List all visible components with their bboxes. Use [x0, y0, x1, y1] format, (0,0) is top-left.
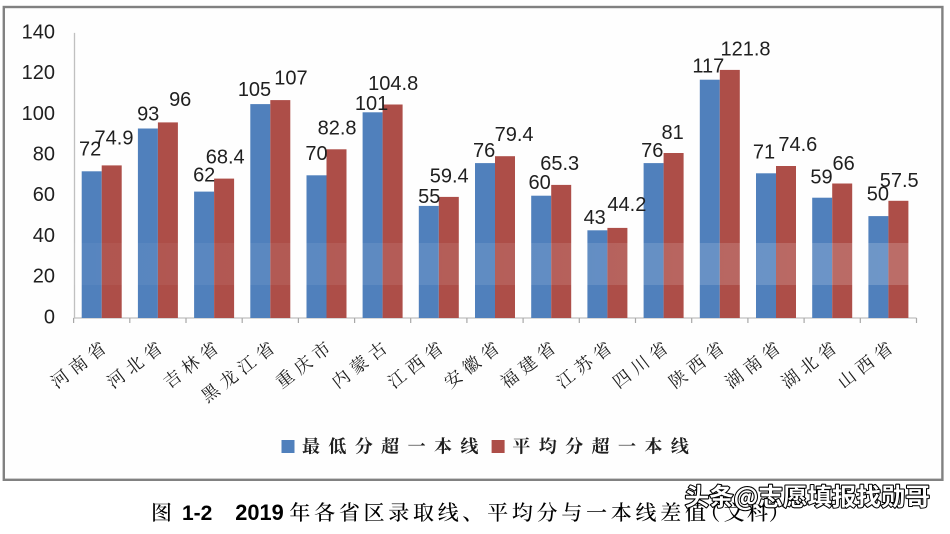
svg-text:79.4: 79.4 [495, 124, 534, 146]
svg-text:82.8: 82.8 [318, 118, 357, 140]
svg-text:74.9: 74.9 [95, 128, 134, 150]
svg-text:76: 76 [641, 140, 663, 162]
svg-text:120: 120 [22, 62, 55, 84]
svg-text:50: 50 [867, 184, 889, 206]
svg-text:71: 71 [753, 142, 775, 164]
svg-text:68.4: 68.4 [206, 147, 245, 169]
svg-text:76: 76 [473, 140, 495, 162]
svg-text:66: 66 [832, 153, 854, 175]
svg-text:81: 81 [661, 122, 683, 144]
svg-text:59: 59 [810, 167, 832, 189]
svg-text:121.8: 121.8 [720, 39, 770, 61]
svg-text:140: 140 [22, 21, 55, 43]
svg-text:60: 60 [33, 184, 55, 206]
svg-text:105: 105 [238, 79, 271, 101]
svg-text:93: 93 [137, 104, 159, 126]
svg-text:80: 80 [33, 144, 55, 166]
svg-text:74.6: 74.6 [778, 134, 817, 156]
svg-text:101: 101 [355, 93, 388, 115]
svg-text:107: 107 [274, 68, 307, 90]
svg-text:59.4: 59.4 [430, 166, 469, 188]
svg-text:62: 62 [193, 164, 215, 186]
svg-text:1-2: 1-2 [182, 502, 212, 525]
svg-text:43: 43 [584, 207, 606, 229]
svg-text:70: 70 [305, 143, 327, 165]
svg-text:60: 60 [528, 172, 550, 194]
svg-text:117: 117 [692, 56, 724, 78]
svg-text:20: 20 [33, 266, 55, 288]
svg-text:2019: 2019 [235, 500, 283, 525]
svg-text:44.2: 44.2 [607, 194, 646, 216]
svg-text:104.8: 104.8 [368, 73, 418, 95]
svg-text:57.5: 57.5 [880, 170, 919, 192]
svg-text:96: 96 [169, 89, 191, 111]
svg-text:40: 40 [33, 225, 55, 247]
svg-text:55: 55 [418, 186, 440, 208]
svg-text:100: 100 [22, 103, 55, 125]
svg-text:0: 0 [44, 306, 55, 328]
svg-text:72: 72 [79, 138, 101, 160]
svg-text:65.3: 65.3 [540, 153, 579, 175]
